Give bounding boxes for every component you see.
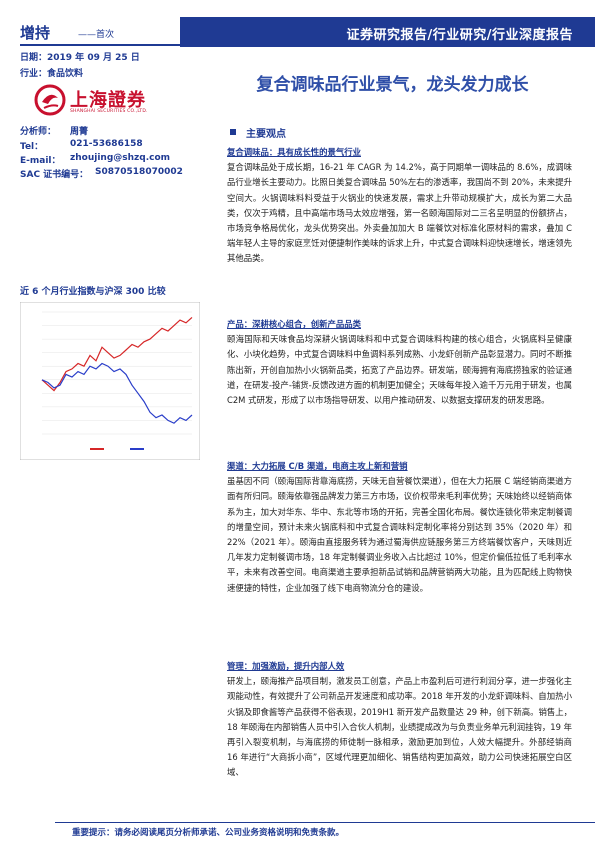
section-body: 颐海国际和天味食品均深耕火锅调味料和中式复合调味料构建的核心组合，火锅底料呈健康… [227,334,572,406]
index-comparison-chart [20,302,200,460]
section-body: 研发上，颐海推产品项目制，激发员工创意，产品上市盈利后可进行利润分享，进一步强化… [227,676,572,778]
chart-grid [42,311,192,435]
logo-chinese-name: 上海證券 [70,90,146,111]
section-management: 管理：加强激励，提升内部人效 研发上，颐海推产品项目制，激发员工创意，产品上市盈… [227,659,572,781]
chart-lines [41,316,193,424]
series-line-1 [41,316,193,392]
section-heading: 复合调味品：具有成长性的景气行业 [227,147,361,157]
analyst-email: zhoujing@shzq.com [70,153,171,163]
section-heading: 产品：深耕核心组合，创新产品品类 [227,319,361,329]
analyst-name-label: 分析师： [20,127,57,137]
first-coverage-tag: ——首次 [78,30,115,40]
report-industry: 行业：食品饮料 [20,69,84,79]
header-rule [20,44,180,46]
analyst-sac: S0870518070002 [95,167,183,177]
report-headline: 复合调味品行业景气，龙头发力成长 [256,75,529,95]
analyst-tel: 021-53686158 [70,139,143,149]
section-industry: 复合调味品：具有成长性的景气行业 复合调味品处于成长期，16-21 年 CAGR… [227,145,572,267]
company-logo: 上海證券 SHANGHAI SECURITIES CO.,LTD. [20,82,180,120]
analyst-tel-row: Tel： 021-53686158 [20,139,143,152]
analyst-email-row: E-mail： zhoujing@shzq.com [20,153,170,166]
section-heading: 渠道：大力拓展 C/B 渠道，电商主攻上新和营销 [227,461,408,471]
section-heading: 管理：加强激励，提升内部人效 [227,661,345,671]
logo-emblem-icon [34,84,66,116]
bullet-square-icon [230,129,236,135]
analyst-sac-label: SAC 证书编号： [20,170,89,180]
rating: 增持 [20,24,51,42]
analyst-name-row: 分析师： 周菁 [20,124,88,137]
report-type-banner: 证券研究报告/行业研究/行业深度报告 [180,17,595,47]
section-body: 复合调味品处于成长期，16-21 年 CAGR 为 14.2%，高于同期单一调味… [227,162,572,264]
analyst-tel-label: Tel： [20,142,44,152]
footer-rule [55,822,595,823]
chart-title: 近 6 个月行业指数与沪深 300 比较 [20,287,166,297]
analyst-name: 周菁 [70,127,89,137]
series-line-2 [41,362,193,424]
section-product: 产品：深耕核心组合，创新产品品类 颐海国际和天味食品均深耕火锅调味料和中式复合调… [227,317,572,408]
analyst-sac-row: SAC 证书编号： S0870518070002 [20,167,183,180]
section-body: 虽基因不同（颐海国际背靠海底捞，天味无自营餐饮渠道），但在大力拓展 C 端经销商… [227,476,572,593]
key-points-title: 主要观点 [246,129,286,140]
section-channel: 渠道：大力拓展 C/B 渠道，电商主攻上新和营销 虽基因不同（颐海国际背靠海底捞… [227,459,572,596]
footer-disclaimer: 重要提示：请务必阅读尾页分析师承诺、公司业务资格说明和免责条款。 [72,828,345,838]
logo-english-name: SHANGHAI SECURITIES CO.,LTD. [70,109,148,114]
chart-frame [20,302,200,460]
report-date: 日期：2019 年 09 月 25 日 [20,53,140,63]
report-type-text: 证券研究报告/行业研究/行业深度报告 [346,28,573,43]
analyst-email-label: E-mail： [20,156,61,166]
